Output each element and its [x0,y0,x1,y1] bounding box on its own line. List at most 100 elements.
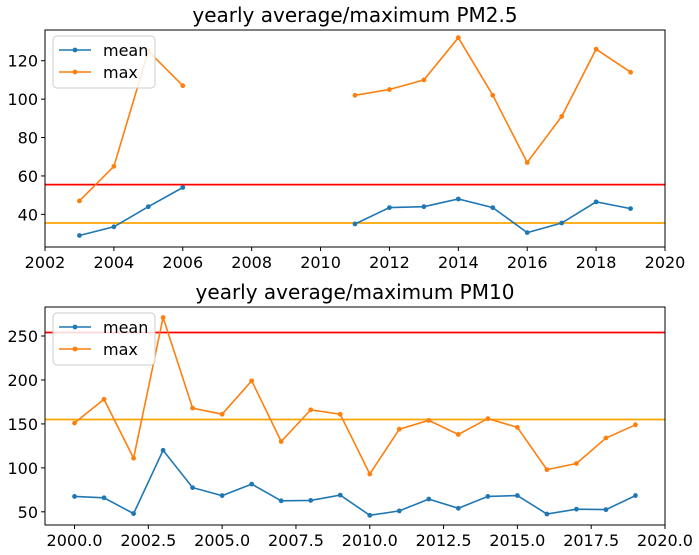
series-mean-point [111,224,117,230]
y-tick-label: 60 [18,167,38,186]
series-max-point [308,407,314,413]
series-mean-point [180,185,186,190]
series-max-line [78,49,184,202]
x-tick-label: 2002 [25,253,66,272]
series-mean-point [633,493,638,498]
y-tick-label: 150 [7,415,38,434]
y-tick-label: 40 [18,205,38,224]
series-mean-point [101,495,107,501]
legend-max-label: max [103,63,138,82]
chart-panel-2: yearly average/maximum PM10 2000.0 2002.5 2… [7,280,693,550]
series-max-point [455,432,461,437]
axes-frame [44,29,666,248]
series-mean-point [490,205,496,211]
series-mean-point [367,512,373,518]
legend-max-label: max [103,340,138,359]
x-tick-label: 2005.0 [194,531,250,550]
series-mean-line [79,186,184,237]
series-max-point [337,411,343,417]
series-max-point [559,114,565,119]
series-mean-point [190,485,196,491]
series-mean-point [352,221,358,227]
series-max-point [387,87,392,92]
series-mean-point [396,508,402,514]
series-mean-point [77,233,82,238]
series-max-line [73,314,636,476]
x-tick-label: 2006 [162,253,203,272]
legend-box [52,312,156,366]
series-max-point [544,467,550,473]
series-mean-point [249,481,255,487]
x-tick-label: 2008 [231,253,272,272]
series-max-point [111,163,117,169]
series-max-point [180,83,186,89]
series-max-point [72,420,77,426]
series-max-point [352,92,358,98]
series-max-point [633,422,638,428]
series-max-point [278,439,284,444]
series-max-point [455,35,461,41]
x-tick-label: 2016 [507,253,548,272]
series-mean-point [485,494,491,499]
series-max-point [603,435,609,441]
series-mean-point [131,511,136,516]
y-tick-label: 100 [7,459,38,478]
series-mean-point [426,496,432,502]
series-max-line [354,36,632,165]
y-tick-label: 100 [7,90,38,109]
series-mean-point [574,506,579,512]
legend-mean-marker [72,324,78,330]
series-mean-point [603,507,609,513]
series-mean-point [559,220,565,226]
x-tick-label: 2017.5 [563,531,619,550]
series-max-point [160,315,166,320]
series-max-point [131,455,136,461]
legend-max-marker [72,69,78,75]
series-max-point [77,198,82,204]
y-tick-label: 120 [7,52,38,71]
legend-mean-label: mean [103,41,148,60]
x-tick-label: 2015.0 [489,531,545,550]
legend: mean max [52,35,156,89]
series-max-point [524,160,530,165]
chart-panel-1: yearly average/maximum PM2.5 2002 2004 2006… [7,3,685,272]
series-max-point [490,92,496,98]
series-max-point [219,411,225,417]
x-tick-label: 2007.5 [268,531,324,550]
y-tick-label: 80 [18,129,38,148]
series-mean-point [387,205,392,211]
series-mean-point [628,206,633,211]
series-mean-line [354,198,631,234]
series-max-point [396,426,402,432]
series-mean-point [145,204,151,210]
x-tick-label: 2010 [300,253,341,272]
series-mean-point [455,196,461,202]
series-max-point [593,46,599,52]
series-mean-point [219,493,225,498]
series-mean-point [337,492,343,498]
series-max-point [190,405,196,411]
series-max-point [514,425,520,430]
x-tick-label: 2012.5 [416,531,472,550]
x-tick-label: 2020 [645,253,686,272]
x-tick-label: 2014 [438,253,479,272]
y-tick-label: 200 [7,371,38,390]
series-mean-point [524,230,530,235]
series-mean-point [308,497,314,503]
axes-frame [44,306,666,526]
series-mean-point [593,199,599,205]
x-tick-label: 2018 [576,253,617,272]
series-max-point [426,417,432,423]
series-max-point [485,416,491,422]
x-tick-label: 2012 [369,253,410,272]
legend-mean-marker [72,47,78,53]
x-tick-label: 2020.0 [637,531,693,550]
series-max-point [367,471,373,477]
y-tick-label: 250 [7,327,38,346]
legend: mean max [52,312,156,366]
series-max-point [574,461,579,466]
series-mean-point [72,494,77,499]
series-max-point [628,69,633,75]
x-tick-label: 2002.5 [120,531,176,550]
